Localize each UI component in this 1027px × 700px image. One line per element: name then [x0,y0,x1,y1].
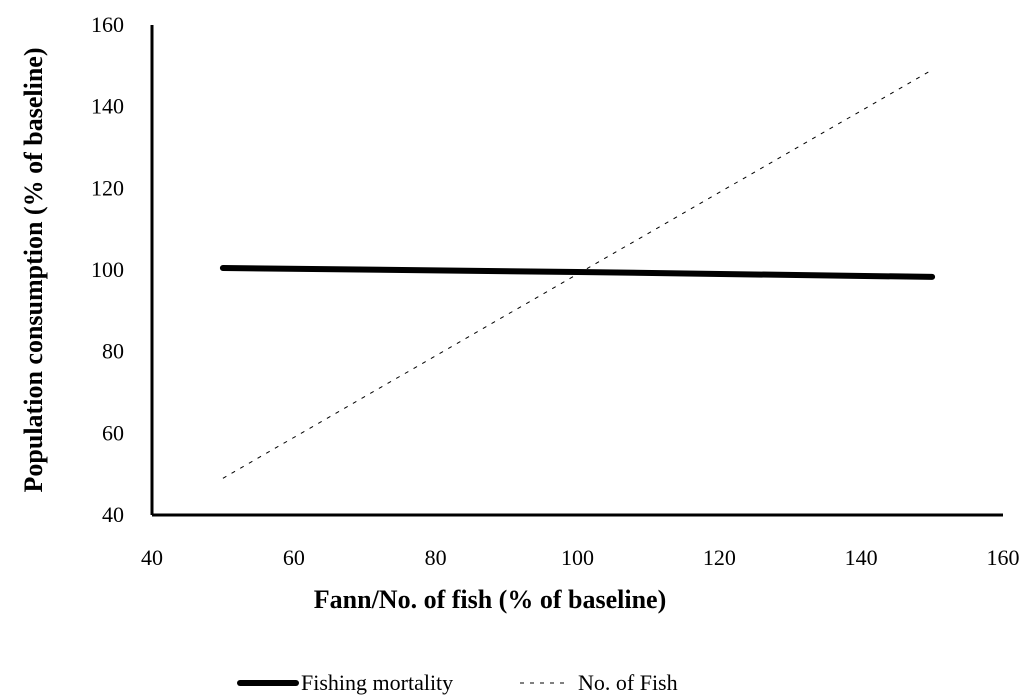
y-tick-label: 120 [91,175,124,200]
y-tick-label: 160 [91,12,124,37]
y-tick-label: 80 [102,339,124,364]
x-tick-label: 160 [987,545,1020,570]
x-tick-label: 100 [561,545,594,570]
axes [150,25,1003,517]
x-tick-label: 140 [845,545,878,570]
x-tick-labels: 40 60 80 100 120 140 160 [141,545,1020,570]
x-tick-label: 80 [425,545,447,570]
legend-label-fishing-mortality: Fishing mortality [301,670,453,695]
y-tick-labels: 40 60 80 100 120 140 160 [91,12,124,527]
x-tick-label: 60 [283,545,305,570]
y-tick-label: 60 [102,420,124,445]
x-tick-label: 40 [141,545,163,570]
legend: Fishing mortality No. of Fish [237,670,678,695]
legend-label-no-of-fish: No. of Fish [578,670,678,695]
y-tick-label: 100 [91,257,124,282]
series-layer [219,69,936,479]
y-tick-label: 140 [91,94,124,119]
series-line-fishing-mortality [219,265,936,280]
x-tick-label: 120 [703,545,736,570]
y-tick-label: 40 [102,502,124,527]
series-line-no-of-fish [222,69,933,479]
x-axis-title: Fann/No. of fish (% of baseline) [314,585,666,614]
y-axis-title: Population consumption (% of baseline) [19,48,48,493]
